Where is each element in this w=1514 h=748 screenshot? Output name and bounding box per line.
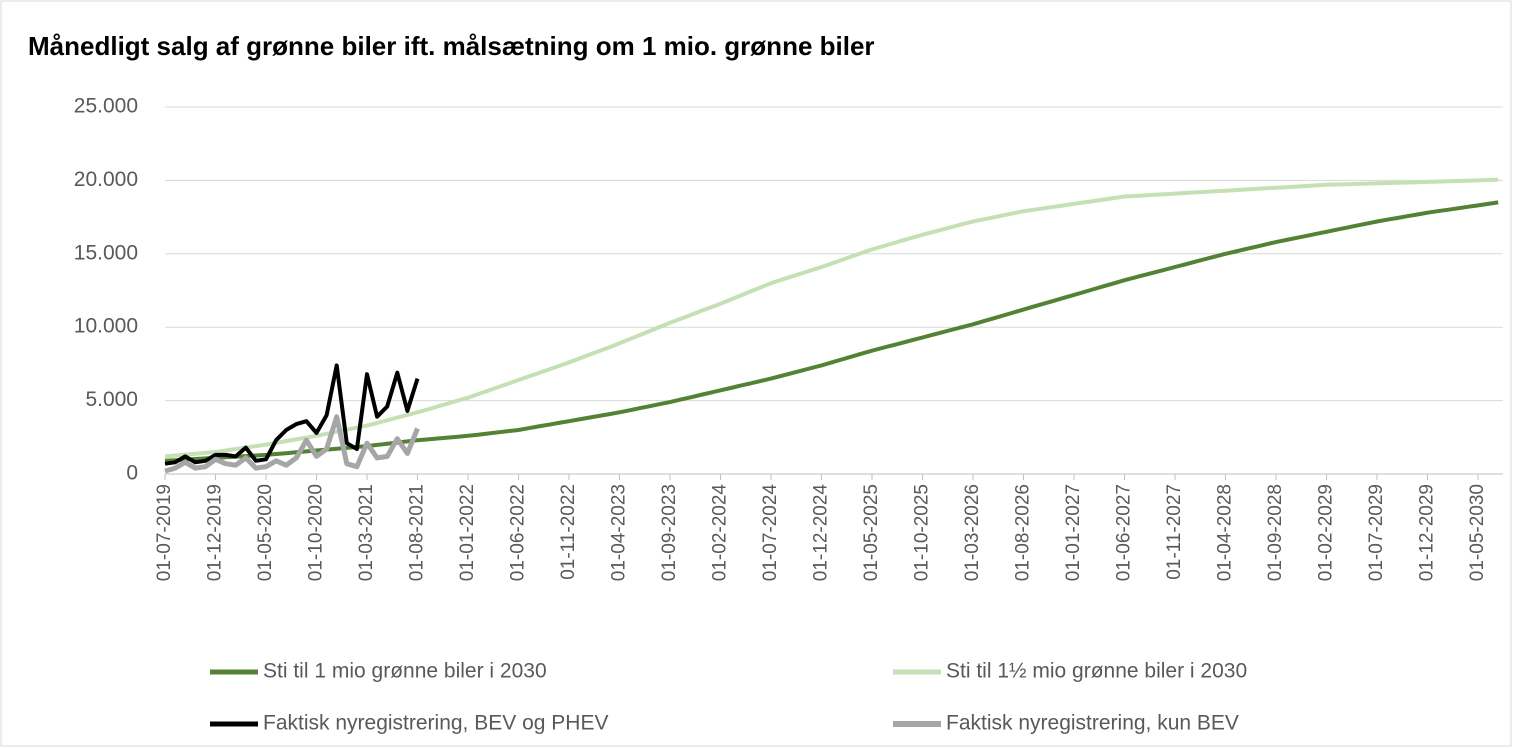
y-tick-label: 0 xyxy=(126,462,138,485)
x-tick-label: 01-11-2027 xyxy=(1164,484,1185,580)
x-tick-label: 01-09-2023 xyxy=(659,484,680,581)
x-tick-label: 01-09-2028 xyxy=(1265,484,1286,581)
chart-title: Månedligt salg af grønne biler ift. måls… xyxy=(28,31,875,61)
x-tick-label: 01-11-2022 xyxy=(558,484,579,580)
x-tick-label: 01-04-2023 xyxy=(609,484,630,581)
x-tick-label: 01-03-2026 xyxy=(962,484,983,581)
x-tick-label: 01-01-2022 xyxy=(457,484,478,581)
y-tick-label: 25.000 xyxy=(74,95,138,118)
x-tick-label: 01-05-2025 xyxy=(861,484,882,581)
legend-label: Sti til 1½ mio grønne biler i 2030 xyxy=(946,660,1247,683)
x-tick-label: 01-12-2029 xyxy=(1417,484,1438,581)
x-tick-label: 01-08-2026 xyxy=(1013,484,1034,581)
x-tick-label: 01-10-2025 xyxy=(912,484,933,581)
y-tick-label: 10.000 xyxy=(74,315,138,338)
x-tick-label: 01-06-2022 xyxy=(508,484,529,581)
x-tick-label: 01-05-2020 xyxy=(255,484,276,581)
legend-label: Sti til 1 mio grønne biler i 2030 xyxy=(263,660,547,683)
x-tick-label: 01-07-2029 xyxy=(1366,484,1387,581)
x-tick-label: 01-01-2027 xyxy=(1063,484,1084,581)
x-tick-label: 01-07-2024 xyxy=(760,484,781,582)
x-tick-label: 01-05-2030 xyxy=(1467,484,1488,581)
series-line xyxy=(164,363,420,466)
series-line xyxy=(164,177,1499,459)
x-tick-label: 01-07-2019 xyxy=(154,484,175,581)
x-tick-label: 01-12-2024 xyxy=(811,484,832,582)
x-tick-label: 01-02-2024 xyxy=(710,484,731,582)
y-tick-label: 20.000 xyxy=(74,168,138,191)
x-tick-label: 01-12-2019 xyxy=(205,484,226,581)
legend-label: Faktisk nyregistrering, BEV og PHEV xyxy=(263,712,608,735)
series-line xyxy=(164,200,1499,463)
x-tick-label: 01-08-2021 xyxy=(407,484,428,581)
y-tick-label: 5.000 xyxy=(85,388,138,411)
legend-label: Faktisk nyregistrering, kun BEV xyxy=(946,712,1239,735)
x-tick-label: 01-02-2029 xyxy=(1316,484,1337,581)
series-line xyxy=(164,414,420,474)
x-tick-label: 01-03-2021 xyxy=(356,484,377,581)
x-tick-label: 01-06-2027 xyxy=(1114,484,1135,581)
x-tick-label: 01-04-2028 xyxy=(1215,484,1236,581)
x-tick-label: 01-10-2020 xyxy=(306,484,327,581)
y-tick-label: 15.000 xyxy=(74,241,138,264)
